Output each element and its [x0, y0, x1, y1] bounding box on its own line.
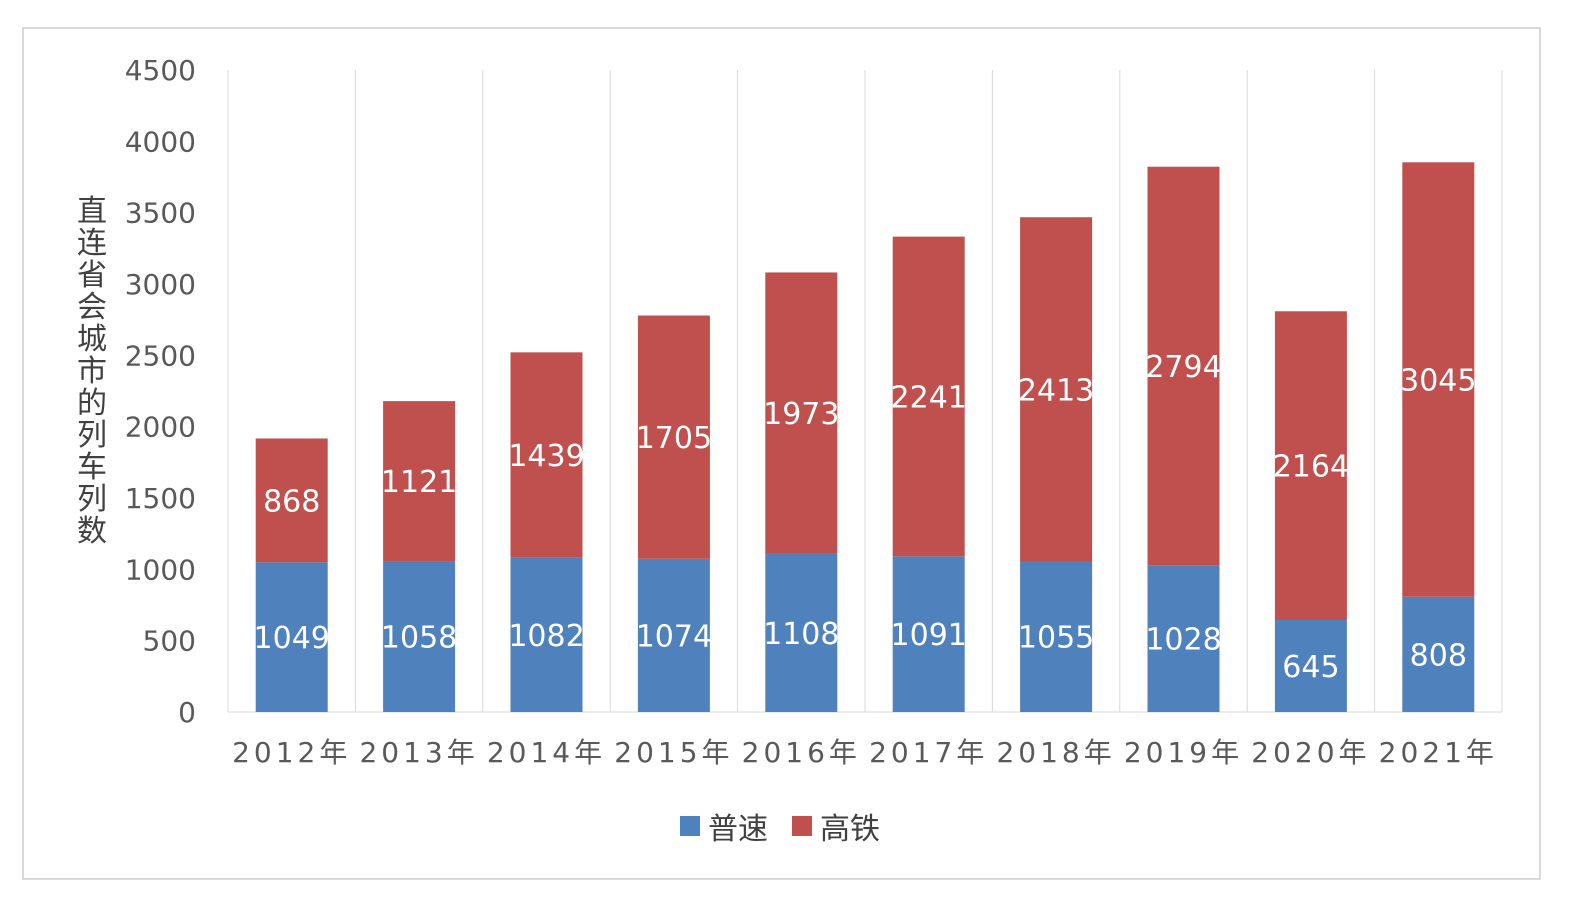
data-label-putong: 1082: [508, 619, 584, 654]
data-label-gaotie: 868: [263, 484, 320, 519]
chart-frame: [22, 27, 1541, 880]
data-label-putong: 645: [1282, 650, 1339, 685]
y-tick-label: 3000: [125, 268, 196, 301]
bar-gaotie: [765, 272, 838, 554]
data-label-gaotie: 1705: [636, 421, 712, 456]
data-labels: 1049 868 1058 1121 1082 1439 1074 1705 1108 1973 1…: [254, 350, 1477, 685]
y-tick-label: 1000: [125, 553, 196, 586]
y-tick-label: 2500: [125, 339, 196, 372]
bars: [255, 162, 1475, 712]
y-tick-label: 0: [178, 696, 196, 729]
bar-putong: [510, 557, 583, 712]
data-label-putong: 1091: [891, 618, 967, 653]
legend-item-gaotie: 高铁: [792, 804, 880, 848]
x-tick-label: 2018年: [996, 736, 1115, 769]
x-tick-label: 2013年: [359, 736, 478, 769]
x-tick-label: 2012年: [232, 736, 351, 769]
data-label-putong: 1028: [1145, 623, 1221, 658]
bar-gaotie: [637, 315, 710, 559]
y-tick-label: 3500: [125, 197, 196, 230]
data-label-gaotie: 3045: [1400, 364, 1476, 399]
x-tick-label: 2016年: [742, 736, 861, 769]
legend-item-putong: 普速: [680, 804, 768, 848]
y-tick-label: 2000: [125, 411, 196, 444]
bar-gaotie: [255, 438, 328, 563]
bar-putong: [765, 553, 838, 712]
bar-gaotie: [383, 401, 456, 562]
data-label-gaotie: 2794: [1145, 350, 1221, 385]
y-tick-label: 4000: [125, 125, 196, 158]
x-tick-label: 2017年: [869, 736, 988, 769]
bar-gaotie: [1274, 311, 1347, 620]
bar-putong: [1274, 619, 1347, 712]
bar-putong: [255, 562, 328, 712]
bar-gaotie: [1402, 162, 1475, 597]
data-label-gaotie: 1973: [763, 397, 839, 432]
legend-swatch-gaotie: [792, 816, 812, 836]
data-label-putong: 1055: [1018, 621, 1094, 656]
y-axis-label: 直连省会城市的列车列数: [77, 194, 107, 549]
data-label-gaotie: 2241: [891, 380, 967, 415]
bar-putong: [1147, 565, 1220, 712]
data-label-gaotie: 2164: [1273, 450, 1349, 485]
bar-putong: [1402, 596, 1475, 712]
y-tick-label: 1500: [125, 482, 196, 515]
bar-gaotie: [510, 352, 583, 558]
bar-putong: [892, 556, 965, 712]
legend-label-putong: 普速: [708, 812, 768, 847]
bar-gaotie: [892, 236, 965, 557]
x-tick-labels: 2012年 2013年 2014年 2015年 2016年 2017年 2018年 2019年…: [232, 736, 1498, 769]
x-tick-label: 2021年: [1379, 736, 1498, 769]
bar-gaotie: [1147, 166, 1220, 566]
data-label-putong: 1108: [763, 617, 839, 652]
data-label-gaotie: 1121: [381, 465, 457, 500]
x-tick-label: 2015年: [614, 736, 733, 769]
data-label-putong: 808: [1410, 638, 1467, 673]
data-label-putong: 1049: [254, 621, 330, 656]
legend-swatch-putong: [680, 816, 700, 836]
data-label-gaotie: 1439: [508, 439, 584, 474]
y-tick-labels: 0 500 1000 1500 2000 2500 3000 3500 4000 4500: [125, 54, 196, 729]
x-tick-label: 2014年: [487, 736, 606, 769]
data-label-putong: 1074: [636, 619, 712, 654]
y-tick-label: 4500: [125, 54, 196, 87]
x-tick-label: 2020年: [1251, 736, 1370, 769]
x-tick-label: 2019年: [1124, 736, 1243, 769]
data-label-gaotie: 2413: [1018, 373, 1094, 408]
bar-putong: [383, 561, 456, 712]
data-label-putong: 1058: [381, 621, 457, 656]
legend: 普速 高铁: [680, 804, 904, 848]
bar-putong: [637, 558, 710, 712]
bar-putong: [1020, 561, 1093, 712]
bar-gaotie: [1020, 217, 1093, 562]
legend-label-gaotie: 高铁: [820, 812, 880, 847]
y-tick-label: 500: [143, 625, 196, 658]
